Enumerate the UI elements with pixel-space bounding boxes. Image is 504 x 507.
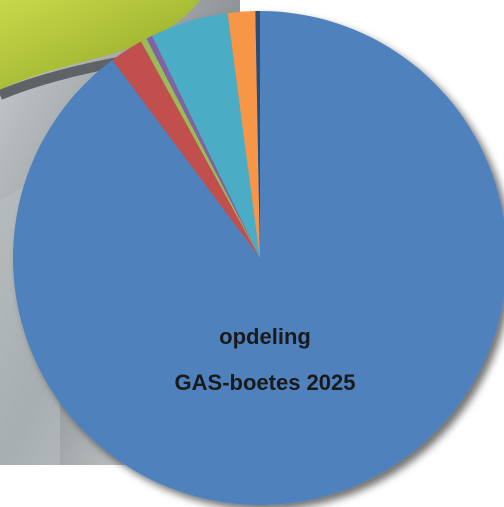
pie xyxy=(13,11,504,505)
page: opdeling GAS-boetes 2025 (() => { const … xyxy=(0,0,504,507)
chart-subtitle: GAS-boetes 2025 xyxy=(175,370,356,395)
chart-title: opdeling xyxy=(219,324,311,349)
chart: opdeling GAS-boetes 2025 xyxy=(0,0,504,507)
